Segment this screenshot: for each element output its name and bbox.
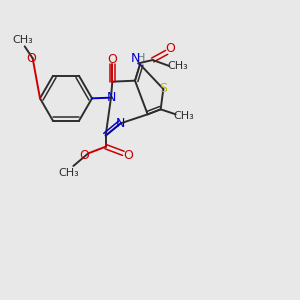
Text: CH₃: CH₃ <box>173 111 194 121</box>
Text: N: N <box>116 117 125 130</box>
Text: O: O <box>107 53 117 66</box>
Text: S: S <box>159 82 167 95</box>
Text: CH₃: CH₃ <box>58 168 79 178</box>
Text: N: N <box>106 91 116 104</box>
Text: N: N <box>130 52 140 65</box>
Text: O: O <box>27 52 37 65</box>
Text: O: O <box>123 149 133 162</box>
Text: O: O <box>166 42 176 55</box>
Text: H: H <box>137 53 146 63</box>
Text: CH₃: CH₃ <box>12 35 33 45</box>
Text: O: O <box>80 149 89 162</box>
Text: CH₃: CH₃ <box>167 61 188 71</box>
